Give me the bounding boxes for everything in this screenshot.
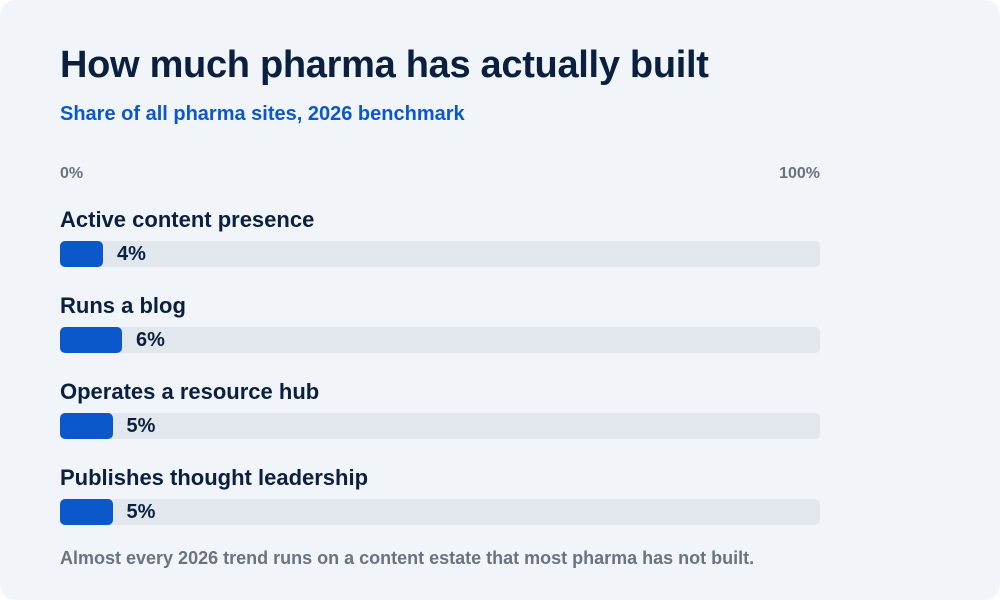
value-label: 6% xyxy=(136,329,165,351)
chart-subtitle: Share of all pharma sites, 2026 benchmar… xyxy=(60,103,465,125)
bar xyxy=(60,241,103,267)
chart-title: How much pharma has actually built xyxy=(60,44,709,86)
category-label: Active content presence xyxy=(60,207,315,232)
scale-min-label: 0% xyxy=(60,165,84,182)
bar-row: Publishes thought leadership 5% xyxy=(60,465,820,545)
scale-max-label: 100% xyxy=(779,165,820,182)
bar-row: Runs a blog 6% xyxy=(60,293,820,373)
value-label: 4% xyxy=(117,243,146,265)
bar-track: 6% xyxy=(60,327,820,353)
category-label: Operates a resource hub xyxy=(60,379,320,404)
bar-row: Operates a resource hub 5% xyxy=(60,379,820,459)
bar-track: 5% xyxy=(60,499,820,525)
value-label: 5% xyxy=(126,501,156,523)
bar-row: Active content presence 4% xyxy=(60,207,820,287)
chart-footnote: Almost every 2026 trend runs on a conten… xyxy=(60,548,755,568)
bar xyxy=(60,499,113,525)
bar-track: 4% xyxy=(60,241,820,267)
category-label: Runs a blog xyxy=(60,293,186,318)
value-label: 5% xyxy=(126,415,156,437)
bar xyxy=(60,327,122,353)
category-label: Publishes thought leadership xyxy=(60,465,369,490)
bar xyxy=(60,413,113,439)
bar-track: 5% xyxy=(60,413,820,439)
